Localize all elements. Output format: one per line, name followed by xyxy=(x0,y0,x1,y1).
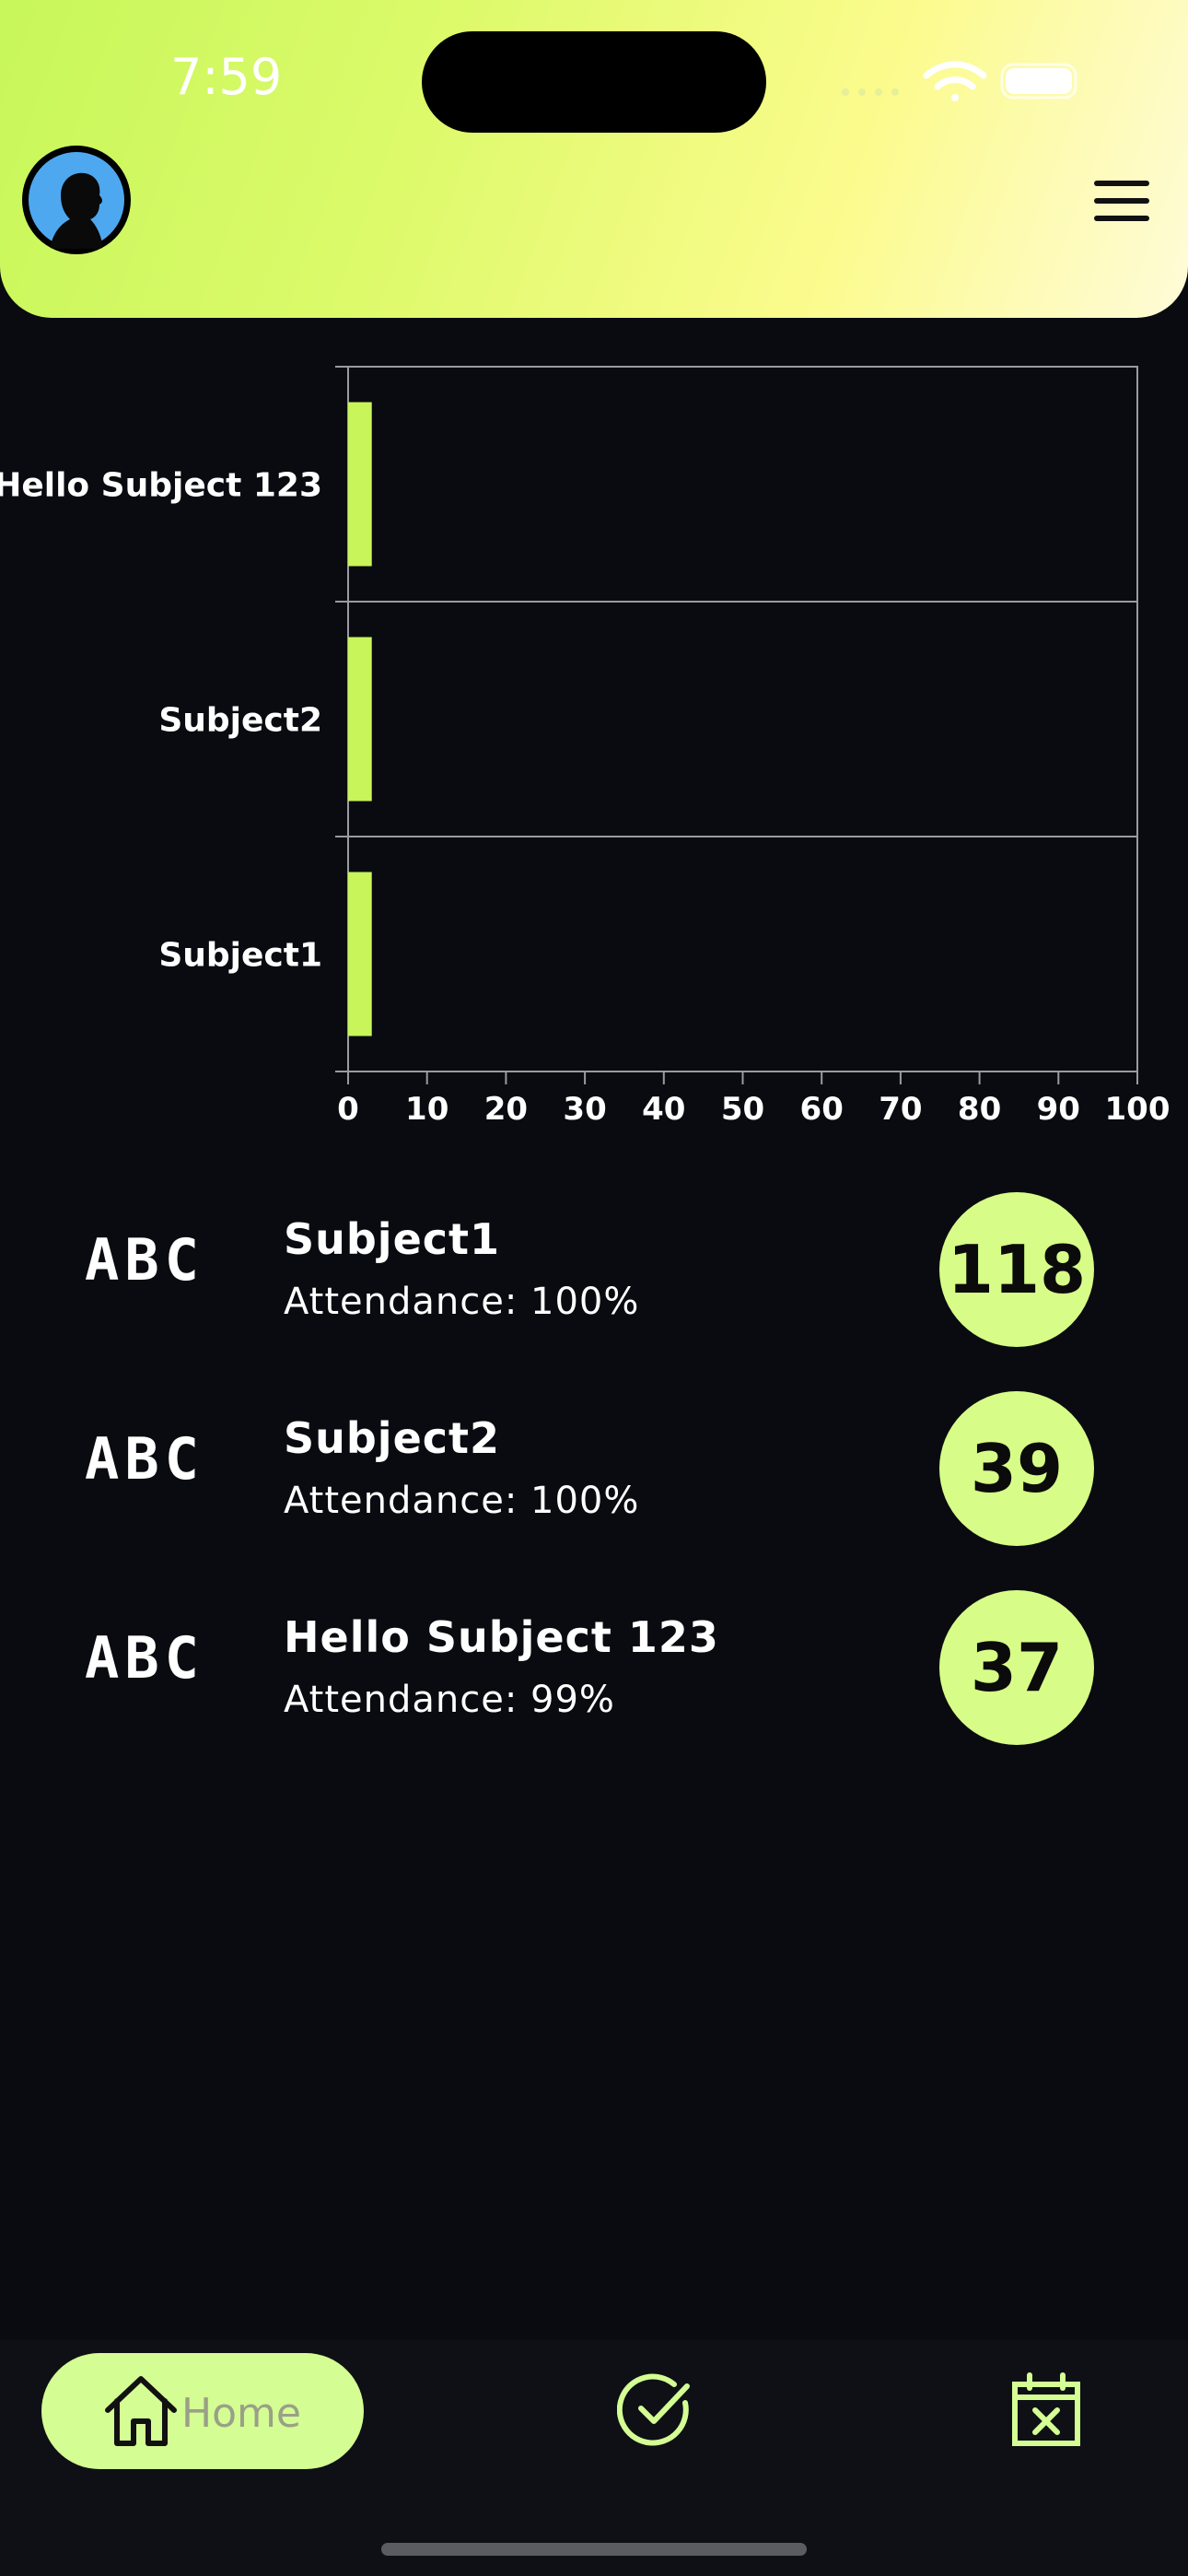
category-label: Subject2 xyxy=(158,702,322,740)
subject-name: Subject2 xyxy=(284,1413,501,1463)
user-silhouette-icon xyxy=(29,152,124,249)
check-circle-icon xyxy=(617,2373,690,2446)
tab-attendance[interactable] xyxy=(617,2371,694,2449)
subject-name: Hello Subject 123 xyxy=(284,1612,719,1662)
bar xyxy=(348,402,372,567)
bottom-tab-bar: Home xyxy=(0,2340,1188,2576)
tab-home[interactable]: Home xyxy=(41,2353,364,2469)
x-tick-label: 0 xyxy=(337,1091,359,1128)
x-tick-label: 40 xyxy=(642,1091,685,1128)
subject-attendance: Attendance: 100% xyxy=(284,1480,640,1522)
x-tick-label: 50 xyxy=(721,1091,764,1128)
subject-row[interactable]: ABC Subject1 Attendance: 100% 118 xyxy=(0,1188,1188,1354)
subject-attendance: Attendance: 99% xyxy=(284,1679,615,1721)
x-tick-label: 20 xyxy=(484,1091,528,1128)
subject-logo: ABC xyxy=(85,1425,204,1493)
x-tick-label: 70 xyxy=(879,1091,922,1128)
subject-name: Subject1 xyxy=(284,1214,501,1264)
status-icons xyxy=(842,61,1077,101)
x-tick-label: 10 xyxy=(405,1091,448,1128)
bar xyxy=(348,637,372,802)
avatar[interactable] xyxy=(22,146,131,254)
tab-absences[interactable] xyxy=(1009,2371,1083,2449)
attendance-chart: Hello Subject 123 Subject2 Subject1 0 10 20 30… xyxy=(0,366,1171,1128)
x-tick-label: 80 xyxy=(958,1091,1001,1128)
hamburger-menu-icon xyxy=(1094,181,1149,186)
subject-attendance: Attendance: 100% xyxy=(284,1281,640,1323)
bar xyxy=(348,872,372,1036)
category-label: Subject1 xyxy=(158,937,322,975)
subject-count-badge: 37 xyxy=(939,1590,1094,1745)
category-label: Hello Subject 123 xyxy=(0,467,322,505)
x-tick-label: 60 xyxy=(800,1091,844,1128)
subject-count-badge: 39 xyxy=(939,1391,1094,1546)
wifi-icon xyxy=(923,61,987,101)
battery-icon xyxy=(1000,63,1077,100)
x-tick-label: 100 xyxy=(1105,1091,1171,1128)
signal-icon xyxy=(842,88,899,96)
subject-count-badge: 118 xyxy=(939,1192,1094,1347)
x-tick-label: 90 xyxy=(1037,1091,1080,1128)
header: 7:59 xyxy=(0,0,1188,318)
plot-frame xyxy=(347,366,1138,1072)
subject-row[interactable]: ABC Subject2 Attendance: 100% 39 xyxy=(0,1388,1188,1553)
home-indicator xyxy=(381,2543,807,2556)
home-icon xyxy=(105,2376,177,2446)
subject-logo: ABC xyxy=(85,1226,204,1294)
tab-home-label: Home xyxy=(181,2390,301,2437)
dynamic-island xyxy=(422,31,766,133)
x-tick-label: 30 xyxy=(563,1091,606,1128)
subject-logo: ABC xyxy=(85,1624,204,1692)
status-time: 7:59 xyxy=(170,48,283,106)
calendar-x-icon xyxy=(1012,2372,1080,2446)
menu-button[interactable] xyxy=(1094,181,1149,221)
subject-row[interactable]: ABC Hello Subject 123 Attendance: 99% 37 xyxy=(0,1587,1188,1752)
